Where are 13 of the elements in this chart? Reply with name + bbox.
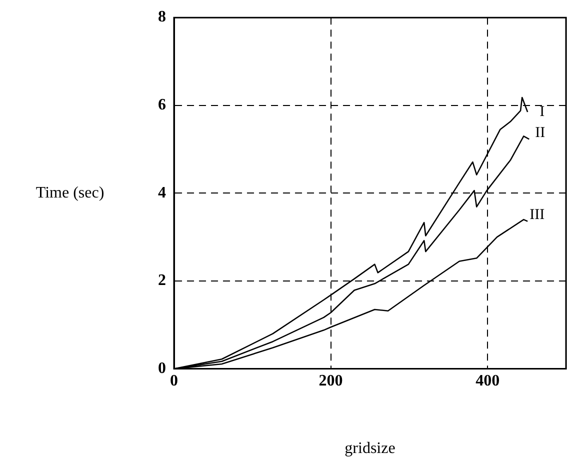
y-tick-label: 4 [158, 184, 166, 202]
series-label: II [535, 125, 546, 142]
series-label: III [530, 207, 545, 224]
x-axis-title: gridsize [344, 440, 396, 458]
x-tick-label: 0 [170, 372, 178, 390]
x-tick-label: 400 [476, 372, 500, 390]
y-tick-label: 6 [158, 96, 166, 114]
y-tick-label: 0 [158, 360, 166, 377]
y-axis-title: Time (sec) [36, 184, 104, 202]
y-tick-label: 8 [158, 8, 166, 26]
y-tick-label: 2 [158, 272, 166, 290]
x-tick-label: 200 [318, 372, 343, 390]
series-label: I [540, 104, 545, 120]
